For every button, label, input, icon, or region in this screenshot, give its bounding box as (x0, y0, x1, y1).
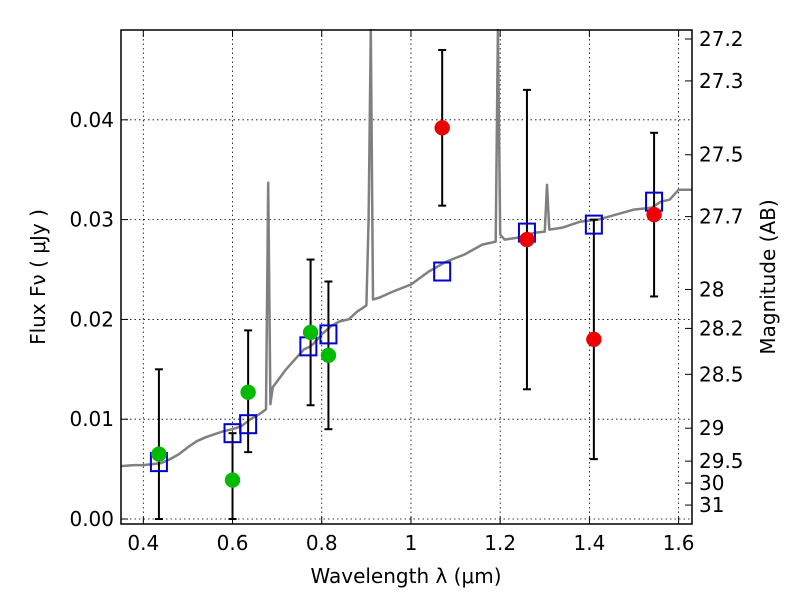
y2-tick-label: 28 (699, 277, 724, 301)
y2-tick-label: 28.5 (699, 362, 744, 386)
y2-tick-label: 27.2 (699, 27, 744, 51)
tick-layer: 0.4 0.6 0.8 1 1.2 1.4 1.6 0.00 0.01 0.02 0.03 0.04 2… (69, 27, 743, 555)
y-tick-label: 0.03 (69, 208, 114, 232)
y-tick-label: 0.01 (69, 407, 114, 431)
y2-tick-label: 27.3 (699, 69, 744, 93)
y-tick-label: 0.02 (69, 307, 114, 331)
red-data-point (646, 206, 662, 223)
y-tick-label: 0.00 (69, 507, 114, 531)
grid-layer (121, 30, 692, 524)
x-tick-label: 0.6 (217, 531, 249, 555)
red-data-point (519, 231, 535, 248)
model-point-square (319, 324, 338, 345)
y2-axis-title: Magnitude (AB) (756, 199, 780, 354)
x-tick-label: 1.4 (573, 531, 605, 555)
green-data-point (151, 446, 167, 462)
red-data-point (434, 120, 450, 136)
y2-tick-label: 27.5 (699, 143, 744, 167)
y-axis-title: Flux Fν ( μJy ) (26, 209, 50, 345)
red-data-point (586, 331, 602, 348)
y-tick-label: 0.04 (69, 108, 114, 132)
plot-frame (120, 29, 693, 525)
x-axis-title: Wavelength λ (μm) (310, 564, 501, 588)
y2-tick-label: 29.5 (699, 449, 744, 473)
model-point-square (584, 214, 603, 235)
x-tick-label: 0.8 (306, 531, 338, 555)
model-point-square (239, 414, 258, 435)
x-tick-label: 1.2 (484, 531, 516, 555)
x-tick-label: 1 (405, 531, 418, 555)
y2-tick-label: 31 (699, 493, 724, 517)
x-tick-label: 1.6 (663, 531, 695, 555)
green-data-point (320, 347, 337, 364)
green-data-point (240, 384, 256, 401)
y2-tick-label: 27.7 (699, 205, 744, 229)
plot-background (121, 30, 692, 524)
green-data-point (224, 472, 241, 488)
model-point-square (433, 261, 452, 282)
model-spectrum-line (120, 28, 692, 468)
green-data-point (302, 324, 319, 341)
y2-tick-label: 28.2 (699, 316, 744, 340)
y2-tick-label: 30 (699, 471, 724, 495)
model-layer (120, 28, 692, 468)
x-tick-label: 0.4 (127, 531, 159, 555)
y2-tick-label: 29 (699, 416, 724, 440)
points-layer (149, 120, 664, 488)
